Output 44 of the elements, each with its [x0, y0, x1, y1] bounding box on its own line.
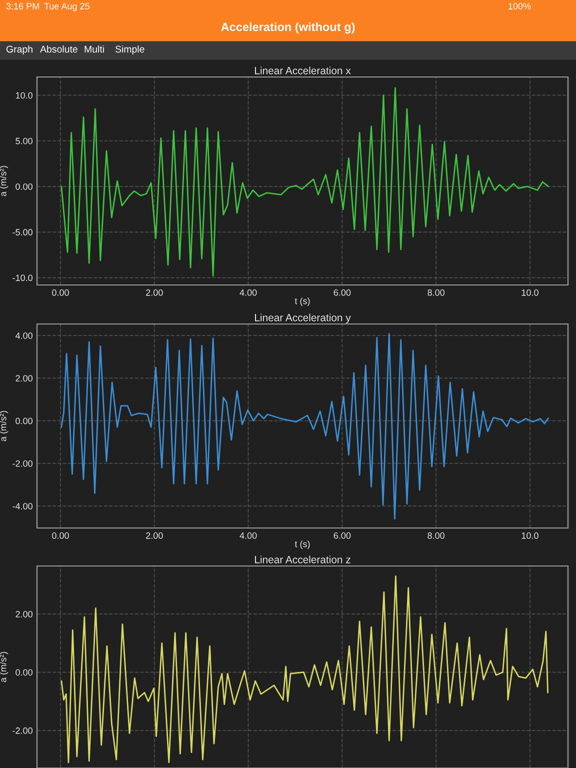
text: 3:16 PM [6, 3, 39, 10]
x-tick-label: 0.00 [52, 289, 69, 296]
y-axis-title: a (m/s²) [0, 652, 8, 682]
x-tick-label: 6.00 [334, 532, 351, 539]
text: Absolute [40, 45, 78, 53]
x-tick-label: 4.00 [240, 532, 257, 539]
text: Acceleration (without g) [221, 22, 355, 34]
y-tick-label: -2.00 [12, 460, 32, 467]
y-tick-label: -5.00 [12, 229, 32, 236]
y-tick-label: -4.00 [12, 503, 32, 510]
x-tick-label: 10.0 [522, 289, 538, 296]
x-tick-label: 8.00 [428, 532, 445, 539]
chart-title: Linear Acceleration z [255, 556, 350, 564]
y-tick-label: -10.0 [12, 274, 32, 282]
x-tick-label: 4.00 [240, 289, 257, 296]
y-tick-label: -2.00 [12, 727, 32, 734]
text: Multi [84, 45, 104, 53]
chart-title: Linear Acceleration x [255, 66, 351, 74]
x-axis-title: t (s) [294, 540, 310, 549]
x-tick-label: 0.00 [52, 532, 69, 539]
text: Graph [6, 45, 32, 55]
y-tick-label: 0.00 [16, 669, 32, 676]
chart-title: Linear Acceleration y [255, 314, 351, 324]
x-tick-label: 6.00 [334, 289, 351, 296]
y-axis-title: a (m/s²) [0, 411, 8, 442]
text: Simple [115, 45, 144, 55]
x-tick-label: 2.00 [146, 289, 163, 296]
y-tick-label: 5.00 [16, 138, 32, 144]
line-series [60, 333, 549, 520]
x-axis-title: t (s) [294, 298, 310, 306]
y-tick-label: 4.00 [15, 332, 32, 339]
line-series [60, 575, 549, 764]
line-series [60, 87, 549, 277]
x-tick-label: 2.00 [146, 532, 163, 539]
y-tick-label: 0.00 [16, 418, 32, 424]
text: Tue Aug 25 [44, 3, 90, 12]
y-axis-title: a (m/s²) [0, 166, 8, 196]
x-tick-label: 10.0 [522, 532, 538, 539]
y-tick-label: 10.0 [16, 92, 32, 99]
y-tick-label: 2.00 [16, 610, 32, 618]
y-tick-label: 2.00 [16, 375, 32, 382]
text: 100% [508, 3, 531, 10]
y-tick-label: 0.00 [16, 183, 32, 190]
x-tick-label: 8.00 [428, 289, 445, 296]
